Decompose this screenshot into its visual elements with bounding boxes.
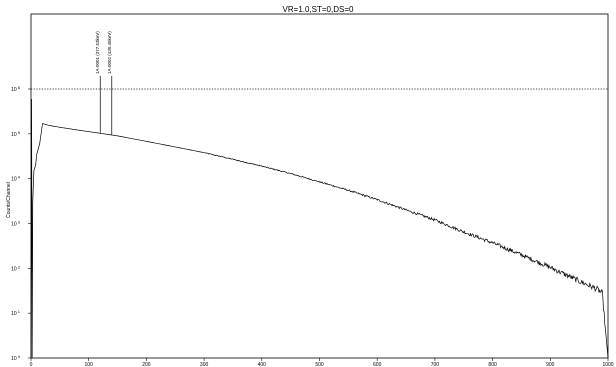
y-tick-label-0: 10 0 bbox=[11, 354, 21, 362]
y-tick-label-3: 10 3 bbox=[11, 220, 21, 228]
x-tick-label-5: 500 bbox=[315, 362, 324, 367]
x-tick-label-7: 700 bbox=[431, 362, 440, 367]
x-tick-label-2: 200 bbox=[142, 362, 151, 367]
x-tick-label-4: 400 bbox=[258, 362, 267, 367]
series-line-0 bbox=[30, 98, 609, 359]
x-tick-label-6: 600 bbox=[373, 362, 382, 367]
x-tick-label-3: 300 bbox=[200, 362, 209, 367]
x-tick-label-10: 1000 bbox=[602, 362, 613, 367]
x-tick-label-1: 100 bbox=[85, 362, 94, 367]
y-tick-label-5: 10 5 bbox=[11, 130, 21, 138]
y-tick-label-2: 10 2 bbox=[11, 264, 21, 272]
y-tick-label-6: 10 6 bbox=[11, 85, 21, 93]
peak-marker-label-1: 1A-0001 (377.53keV) bbox=[95, 31, 100, 74]
y-tick-label-4: 10 4 bbox=[11, 175, 21, 183]
plot-frame bbox=[30, 13, 609, 359]
chart-title: VR=1.0,ST=0,DS=0 bbox=[283, 5, 354, 14]
x-tick-label-0: 0 bbox=[30, 362, 33, 367]
x-tick-label-9: 900 bbox=[546, 362, 555, 367]
peak-marker-label-2: 1A-0002 (430.45keV) bbox=[107, 31, 112, 74]
y-axis-label: Counts/Channel bbox=[6, 182, 12, 218]
x-tick-label-8: 800 bbox=[488, 362, 497, 367]
y-tick-label-1: 10 1 bbox=[11, 309, 21, 317]
